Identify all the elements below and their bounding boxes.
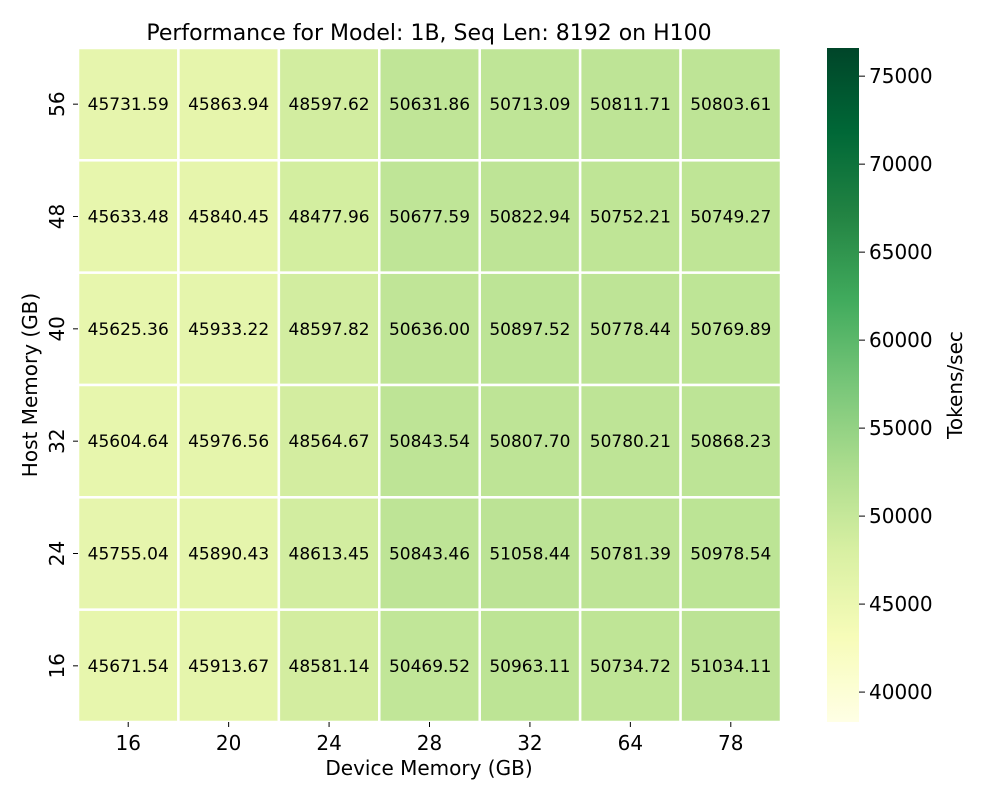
heatmap-cell [277,159,381,274]
x-tick-label: 78 [718,731,743,755]
colorbar-ticks: 40000 45000 50000 55000 60000 65000 70000 75000 [859,64,933,704]
heatmap-cell [578,46,682,162]
cell-value-label: 50843.54 [389,432,470,452]
heatmap-cell [76,46,180,162]
cell-value-label: 51034.11 [690,657,771,677]
cell-value-label: 45913.67 [188,657,269,677]
heatmap-cell [177,271,281,387]
colorbar-tick-label: 70000 [869,152,933,176]
cell-value-label: 48581.14 [289,657,370,677]
cell-value-label: 45671.54 [88,657,169,677]
colorbar-tick-label: 50000 [869,504,933,528]
cell-value-label: 48613.45 [289,545,370,565]
cell-value-label: 50811.71 [590,95,671,115]
heatmap-cell [76,496,180,611]
cell-value-label: 50803.61 [690,95,771,115]
cell-value-label: 48477.96 [289,208,370,228]
heatmap-cell [177,383,281,499]
heatmap-cell [679,383,783,499]
x-axis-label: Device Memory (GB) [325,756,532,780]
cell-value-label: 50822.94 [489,208,570,228]
cell-value-label: 50713.09 [489,95,570,115]
cell-value-label: 51058.44 [489,545,570,565]
heatmap-cells [76,46,783,724]
cell-value-label: 45890.43 [188,545,269,565]
cell-value-label: 45633.48 [88,208,169,228]
y-tick-label: 40 [45,316,69,341]
cell-value-label: 45863.94 [188,95,269,115]
cell-value-label: 45731.59 [88,95,169,115]
x-tick-label: 64 [618,731,643,755]
x-tick-label: 24 [316,731,341,755]
heatmap-cell [578,271,682,387]
heatmap-cell [679,159,783,274]
heatmap-value-labels: 45731.59 45863.94 48597.62 50631.86 50713.09… [88,95,772,677]
cell-value-label: 45755.04 [88,545,169,565]
heatmap-cell [478,608,582,724]
cell-value-label: 45625.36 [88,320,169,340]
cell-value-label: 50752.21 [590,208,671,228]
cell-value-label: 50807.70 [489,432,570,452]
cell-value-label: 50734.72 [590,657,671,677]
chart-title: Performance for Model: 1B, Seq Len: 8192… [146,21,711,46]
y-tick-label: 56 [45,91,69,116]
cell-value-label: 48597.62 [289,95,370,115]
heatmap-cell [277,496,381,611]
y-axis-label: Host Memory (GB) [18,293,42,477]
heatmap-cell [478,159,582,274]
cell-value-label: 50778.44 [590,320,671,340]
cell-value-label: 50781.39 [590,545,671,565]
cell-value-label: 45604.64 [88,432,169,452]
heatmap-cell [177,608,281,724]
colorbar-tick-label: 75000 [869,64,933,88]
cell-value-label: 50843.46 [389,545,470,565]
y-tick-label: 16 [45,653,69,678]
cell-value-label: 50868.23 [690,432,771,452]
cell-value-label: 50677.59 [389,208,470,228]
heatmap-cell [378,271,481,387]
cell-value-label: 48597.82 [289,320,370,340]
x-tick-label: 28 [417,731,442,755]
heatmap-cell [378,608,481,724]
heatmap-cell [76,608,180,724]
heatmap-cell [679,608,783,724]
heatmap-cell [277,271,381,387]
cell-value-label: 50897.52 [489,320,570,340]
y-axis-ticks: 56 48 40 32 24 16 [45,91,78,679]
colorbar-tick-label: 65000 [869,240,933,264]
colorbar-tick-label: 40000 [869,680,933,704]
y-tick-label: 48 [45,204,69,229]
cell-value-label: 50636.00 [389,320,470,340]
cell-value-label: 50631.86 [389,95,470,115]
cell-value-label: 45976.56 [188,432,269,452]
cell-value-label: 50769.89 [690,320,771,340]
cell-value-label: 50780.21 [590,432,671,452]
x-tick-label: 32 [517,731,542,755]
heatmap-cell [679,271,783,387]
cell-value-label: 50469.52 [389,657,470,677]
heatmap-cell [177,46,281,162]
colorbar-label: Tokens/sec [943,331,967,440]
cell-value-label: 50963.11 [489,657,570,677]
cell-value-label: 45933.22 [188,320,269,340]
colorbar-tick-label: 55000 [869,416,933,440]
cell-value-label: 45840.45 [188,208,269,228]
heatmap-cell [76,383,180,499]
x-axis-ticks: 16 20 24 28 32 64 78 [115,722,744,755]
x-tick-label: 16 [115,731,140,755]
heatmap-cell [578,383,682,499]
colorbar-tick-label: 45000 [869,592,933,616]
cell-value-label: 50749.27 [690,208,771,228]
heatmap-cell [478,271,582,387]
colorbar-tick-label: 60000 [869,328,933,352]
colorbar [827,48,859,722]
cell-value-label: 48564.67 [289,432,370,452]
x-tick-label: 20 [216,731,241,755]
cell-value-label: 50978.54 [690,545,771,565]
y-tick-label: 24 [45,541,69,566]
y-tick-label: 32 [45,428,69,453]
